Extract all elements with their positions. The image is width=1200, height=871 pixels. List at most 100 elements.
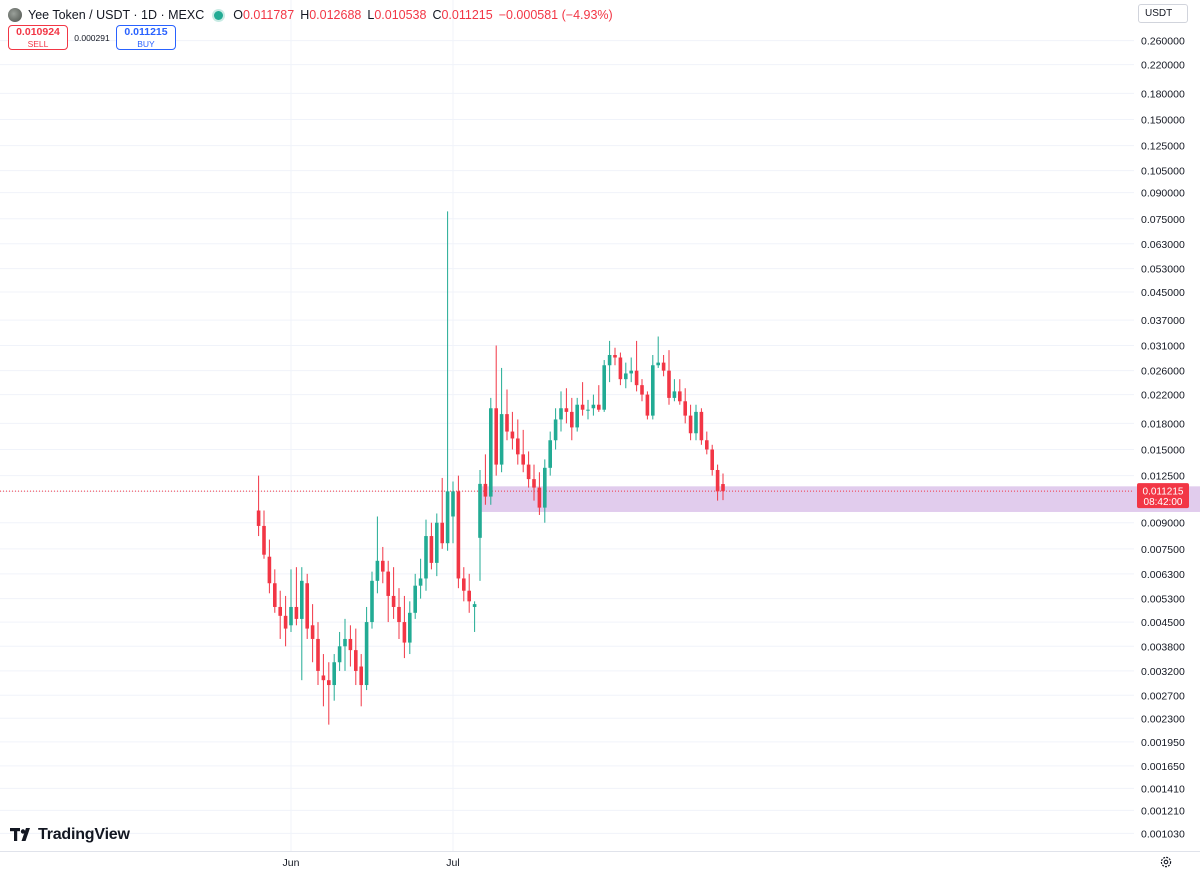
candle-body: [564, 408, 569, 412]
currency-selector[interactable]: USDT: [1138, 4, 1188, 23]
candle-body: [710, 449, 714, 471]
y-tick-label: 0.090000: [1141, 188, 1185, 200]
candle-body: [445, 491, 450, 544]
candle-body: [672, 391, 677, 398]
y-tick-label: 0.075000: [1141, 214, 1185, 226]
ohlc-key: O: [233, 8, 243, 22]
candle-body: [688, 415, 693, 434]
candle-body: [526, 464, 531, 480]
candle-body: [300, 580, 304, 619]
symbol-title[interactable]: Yee Token / USDT · 1D · MEXC: [28, 8, 205, 22]
candle-body: [510, 431, 515, 439]
candle-body: [613, 355, 617, 358]
candle-body: [705, 440, 709, 450]
y-tick-label: 0.015000: [1141, 444, 1185, 456]
ohlc-key: H: [300, 8, 310, 22]
y-tick-label: 0.045000: [1141, 287, 1185, 299]
y-tick-label: 0.001410: [1141, 783, 1185, 795]
candle-body: [364, 622, 369, 686]
candle-body: [354, 650, 358, 671]
candle-body: [337, 646, 342, 663]
candle-body: [667, 370, 671, 398]
y-tick-label: 0.006300: [1141, 569, 1185, 581]
candle-body: [310, 625, 315, 639]
candle-body: [543, 467, 547, 508]
candle-body: [273, 583, 277, 607]
candle-body: [489, 408, 493, 497]
y-tick-label: 0.003200: [1141, 666, 1185, 678]
candle-body: [580, 404, 585, 410]
y-tick-label: 0.037000: [1141, 315, 1185, 327]
ohlc-key: L: [367, 8, 375, 22]
candle-body: [289, 606, 293, 626]
candle-body: [278, 606, 282, 616]
y-tick-label: 0.001210: [1141, 805, 1185, 817]
ohlc-values: O0.011787 H0.012688 L0.010538 C0.011215 −0.0…: [233, 8, 612, 22]
sell-label: SELL: [27, 38, 49, 49]
ohlc-value: 0.012688: [309, 8, 362, 22]
y-tick-label: 0.018000: [1141, 418, 1185, 430]
candle-body: [591, 404, 596, 409]
candle-body: [640, 385, 644, 395]
spread-value: 0.000291: [74, 32, 110, 43]
ohlc-key: C: [432, 8, 442, 22]
candle-body: [721, 484, 725, 492]
ohlc-item: −0.000581 (−4.93%): [499, 8, 613, 22]
candle-body: [359, 666, 363, 686]
candle-body: [413, 585, 417, 613]
candle-body: [597, 404, 601, 410]
candle-body: [381, 560, 385, 572]
y-tick-label: 0.026000: [1141, 366, 1185, 378]
market-open-dot-icon: [214, 10, 224, 20]
buy-label: BUY: [137, 38, 155, 49]
candle-body: [683, 401, 687, 416]
y-tick-label: 0.007500: [1141, 544, 1185, 556]
buy-price: 0.011215: [124, 26, 168, 38]
y-tick-label: 0.001950: [1141, 737, 1185, 749]
y-tick-label: 0.180000: [1141, 88, 1185, 100]
candle-body: [283, 615, 288, 629]
y-tick-label: 0.005300: [1141, 594, 1185, 606]
tradingview-logo[interactable]: TradingView: [10, 826, 130, 844]
candle-body: [548, 440, 552, 468]
candle-body: [397, 606, 401, 623]
support-zone-layer: [0, 486, 1200, 512]
candle-body: [424, 536, 428, 579]
candle-body: [435, 522, 439, 563]
candle-body: [305, 583, 309, 629]
price-tag-box: [1137, 483, 1189, 509]
candle-body: [294, 606, 299, 619]
candle-body: [521, 454, 525, 465]
tradingview-logo-icon: [10, 828, 30, 841]
candle-body: [505, 414, 509, 432]
buy-button[interactable]: 0.011215 BUY: [116, 25, 176, 50]
y-tick-label: 0.001030: [1141, 828, 1185, 840]
x-tick-label: Jul: [446, 857, 459, 869]
candle-body: [532, 479, 536, 488]
price-tag-price: 0.011215: [1143, 487, 1184, 498]
sell-price: 0.010924: [16, 26, 60, 38]
ohlc-item: C0.011215: [432, 8, 492, 22]
ohlc-value: 0.010538: [374, 8, 427, 22]
candle-body: [629, 370, 633, 374]
y-tick-label: 0.220000: [1141, 60, 1185, 72]
candle-body: [408, 612, 412, 643]
candle-body: [456, 491, 461, 579]
candle-body: [418, 578, 423, 586]
y-tick-label: 0.031000: [1141, 340, 1185, 352]
coin-icon: [8, 8, 22, 22]
candle-body: [634, 370, 639, 386]
candle-body: [618, 357, 623, 380]
candle-body: [586, 409, 590, 411]
y-tick-label: 0.012500: [1141, 471, 1185, 483]
candle-body: [267, 556, 272, 584]
candle-body: [478, 483, 482, 538]
logo-text: TradingView: [38, 826, 130, 843]
settings-gear-icon[interactable]: [1159, 855, 1173, 869]
candle-body: [262, 525, 266, 555]
y-tick-label: 0.002300: [1141, 713, 1185, 725]
candle-body: [494, 408, 498, 465]
sell-button[interactable]: 0.010924 SELL: [8, 25, 68, 50]
y-tick-label: 0.150000: [1141, 114, 1185, 126]
